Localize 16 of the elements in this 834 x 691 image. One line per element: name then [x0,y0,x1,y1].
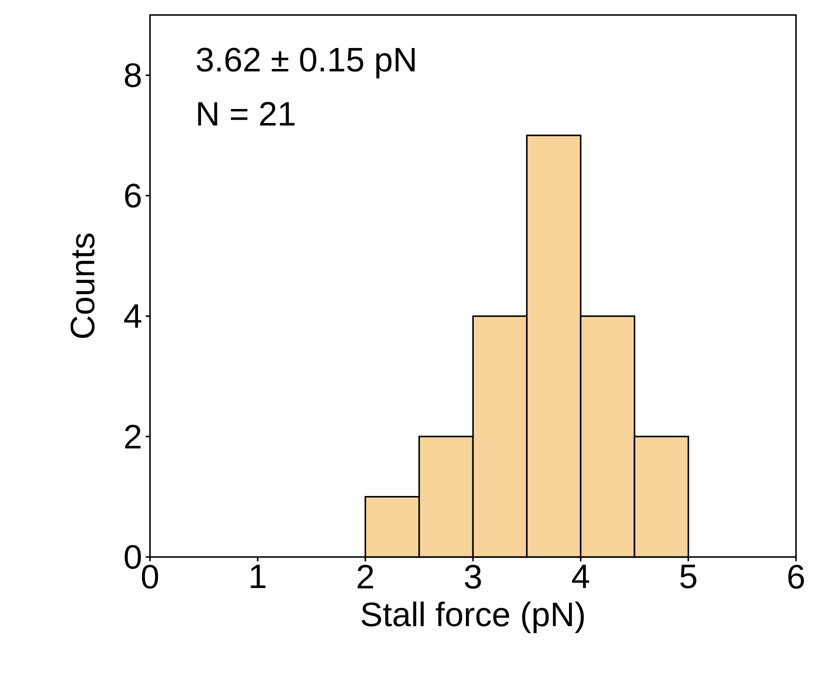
y-tick-label: 6 [125,184,141,208]
annotation: 3.62 ± 0.15 pN [196,48,415,78]
annotation: N = 21 [198,102,294,126]
x-tick-label: 0 [142,564,158,589]
y-tick-label: 8 [124,63,141,88]
y-axis-title: Counts [70,234,95,338]
x-tick-label: 6 [788,564,804,589]
x-tick-label: 3 [464,564,481,589]
x-axis-title: Stall force (pN) [362,602,584,634]
x-tick-label: 2 [358,564,374,588]
x-tick-label: 4 [572,564,590,588]
y-tick-label: 4 [124,304,142,328]
y-tick-label: 0 [124,544,141,569]
y-tick-label: 2 [125,424,141,448]
x-tick-label: 5 [680,564,696,588]
x-tick-label: 1 [250,564,266,588]
